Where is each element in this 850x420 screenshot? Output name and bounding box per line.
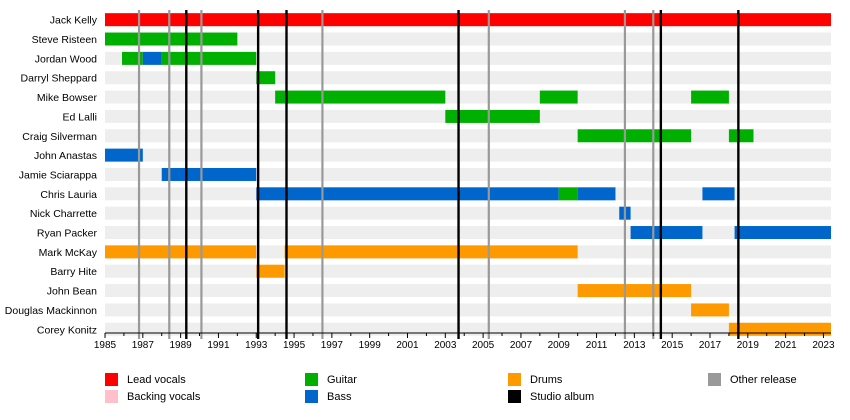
x-tick-label-1985: 1985 (94, 340, 117, 351)
legend-label-bass: Bass (327, 390, 352, 403)
bar-corey-konitz-drums-1 (728, 322, 831, 336)
x-tick-label-1989: 1989 (170, 340, 193, 351)
row-stripe-craig-silverman (105, 129, 831, 143)
x-tick-label-2015: 2015 (661, 340, 684, 351)
bar-barry-hite-drums-1 (256, 264, 285, 278)
bar-ryan-packer-bass-2 (734, 226, 831, 240)
bar-chris-lauria-guitar-2 (558, 187, 578, 201)
member-name-ryan-packer: Ryan Packer (37, 228, 98, 240)
legend-item-lead-vocals: Lead vocals (105, 373, 186, 386)
member-name-mike-bowser: Mike Bowser (37, 92, 98, 104)
x-tick-label-2021: 2021 (775, 340, 798, 351)
bar-darryl-sheppard-guitar-1 (256, 71, 276, 85)
row-stripe-john-anastas (105, 148, 831, 162)
bar-craig-silverman-guitar-1 (577, 129, 692, 143)
bar-mike-bowser-guitar-1 (275, 90, 446, 104)
legend-swatch-other-release (708, 373, 721, 386)
x-tick-label-2013: 2013 (623, 340, 646, 351)
bar-steve-risteen-guitar-1 (105, 32, 238, 46)
member-name-barry-hite: Barry Hite (50, 266, 97, 278)
bar-chris-lauria-bass-3 (577, 187, 616, 201)
row-stripe-nick-charrette (105, 206, 831, 220)
legend-item-studio-album: Studio album (508, 390, 594, 403)
band-members-timeline: Jack Kelly Steve Risteen Jordan Wood Darryl… (5, 10, 835, 351)
member-name-jamie-sciarappa: Jamie Sciarappa (19, 169, 97, 181)
row-stripe-barry-hite (105, 264, 831, 278)
member-name-nick-charrette: Nick Charrette (30, 208, 97, 220)
x-tick-label-2009: 2009 (548, 340, 571, 351)
legend-label-other-release: Other release (730, 373, 797, 386)
x-tick-label-1991: 1991 (207, 340, 230, 351)
bar-douglas-mackinnon-drums-1 (691, 303, 729, 317)
x-tick-label-2005: 2005 (472, 340, 495, 351)
bar-mike-bowser-guitar-3 (691, 90, 729, 104)
legend-label-backing-vocals: Backing vocals (127, 390, 201, 403)
row-stripe-john-bean (105, 284, 831, 298)
bar-mark-mckay-drums-2 (284, 245, 578, 259)
x-tick-label-2007: 2007 (510, 340, 533, 351)
row-stripe-darryl-sheppard (105, 71, 831, 85)
member-name-mark-mckay: Mark McKay (39, 247, 98, 259)
bar-mark-mckay-drums-1 (105, 245, 257, 259)
x-tick-label-2019: 2019 (737, 340, 760, 351)
bar-jordan-wood-bass-2 (142, 51, 162, 65)
legend-swatch-backing-vocals (105, 390, 118, 403)
bar-john-bean-drums-1 (577, 284, 692, 298)
x-tick-label-2011: 2011 (586, 340, 608, 351)
member-name-jordan-wood: Jordan Wood (35, 53, 97, 65)
bar-jordan-wood-guitar-1 (122, 51, 143, 65)
bar-ryan-packer-bass-1 (630, 226, 703, 240)
member-name-craig-silverman: Craig Silverman (22, 131, 97, 143)
x-tick-label-1995: 1995 (283, 340, 306, 351)
bar-chris-lauria-bass-1 (256, 187, 559, 201)
legend-label-lead-vocals: Lead vocals (127, 373, 186, 386)
bar-ed-lalli-guitar-1 (445, 109, 540, 123)
bar-craig-silverman-guitar-2 (728, 129, 754, 143)
legend-label-guitar: Guitar (327, 373, 357, 386)
x-tick-label-1993: 1993 (245, 340, 268, 351)
member-name-corey-konitz: Corey Konitz (37, 324, 97, 336)
row-stripe-ryan-packer (105, 226, 831, 240)
member-name-jack-kelly: Jack Kelly (50, 15, 98, 27)
x-tick-label-2017: 2017 (699, 340, 722, 351)
member-name-chris-lauria: Chris Lauria (40, 189, 97, 201)
row-stripe-corey-konitz (105, 322, 831, 336)
legend-swatch-studio-album (508, 390, 521, 403)
legend-item-backing-vocals: Backing vocals (105, 390, 200, 403)
member-name-ed-lalli: Ed Lalli (63, 111, 97, 123)
bar-jamie-sciarappa-bass-1 (161, 167, 257, 181)
x-tick-label-2023: 2023 (812, 340, 835, 351)
legend-swatch-drums (508, 373, 521, 386)
legend-item-guitar: Guitar (305, 373, 357, 386)
legend-label-drums: Drums (530, 373, 563, 386)
legend-swatch-lead-vocals (105, 373, 118, 386)
bar-jordan-wood-guitar-3 (161, 51, 257, 65)
member-name-darryl-sheppard: Darryl Sheppard (21, 73, 98, 85)
release-markers (137, 10, 740, 339)
member-name-steve-risteen: Steve Risteen (32, 34, 98, 46)
member-name-labels: Jack Kelly Steve Risteen Jordan Wood Darryl… (5, 15, 98, 337)
x-tick-label-2001: 2001 (396, 340, 419, 351)
bar-mike-bowser-guitar-2 (539, 90, 578, 104)
member-name-john-anastas: John Anastas (34, 150, 97, 162)
legend-swatch-bass (305, 390, 318, 403)
member-name-douglas-mackinnon: Douglas Mackinnon (5, 305, 97, 317)
legend-label-studio-album: Studio album (530, 390, 595, 403)
legend-item-other-release: Other release (708, 373, 797, 386)
legend-item-drums: Drums (508, 373, 562, 386)
legend-swatch-guitar (305, 373, 318, 386)
bar-jack-kelly-lead-vocals-1 (105, 13, 831, 27)
legend-item-bass: Bass (305, 390, 351, 403)
x-tick-label-1987: 1987 (132, 340, 155, 351)
x-tick-label-1999: 1999 (359, 340, 382, 351)
member-name-john-bean: John Bean (47, 286, 97, 298)
x-tick-label-2003: 2003 (434, 340, 457, 351)
bar-chris-lauria-bass-4 (702, 187, 735, 201)
legend: Lead vocals Backing vocals Guitar Bass D… (0, 370, 850, 410)
x-axis: 1985 1987 1989 1991 1993 1995 1997 1999 2001 2003… (94, 332, 835, 351)
x-tick-label-1997: 1997 (321, 340, 344, 351)
bar-john-anastas-bass-1 (105, 148, 143, 162)
